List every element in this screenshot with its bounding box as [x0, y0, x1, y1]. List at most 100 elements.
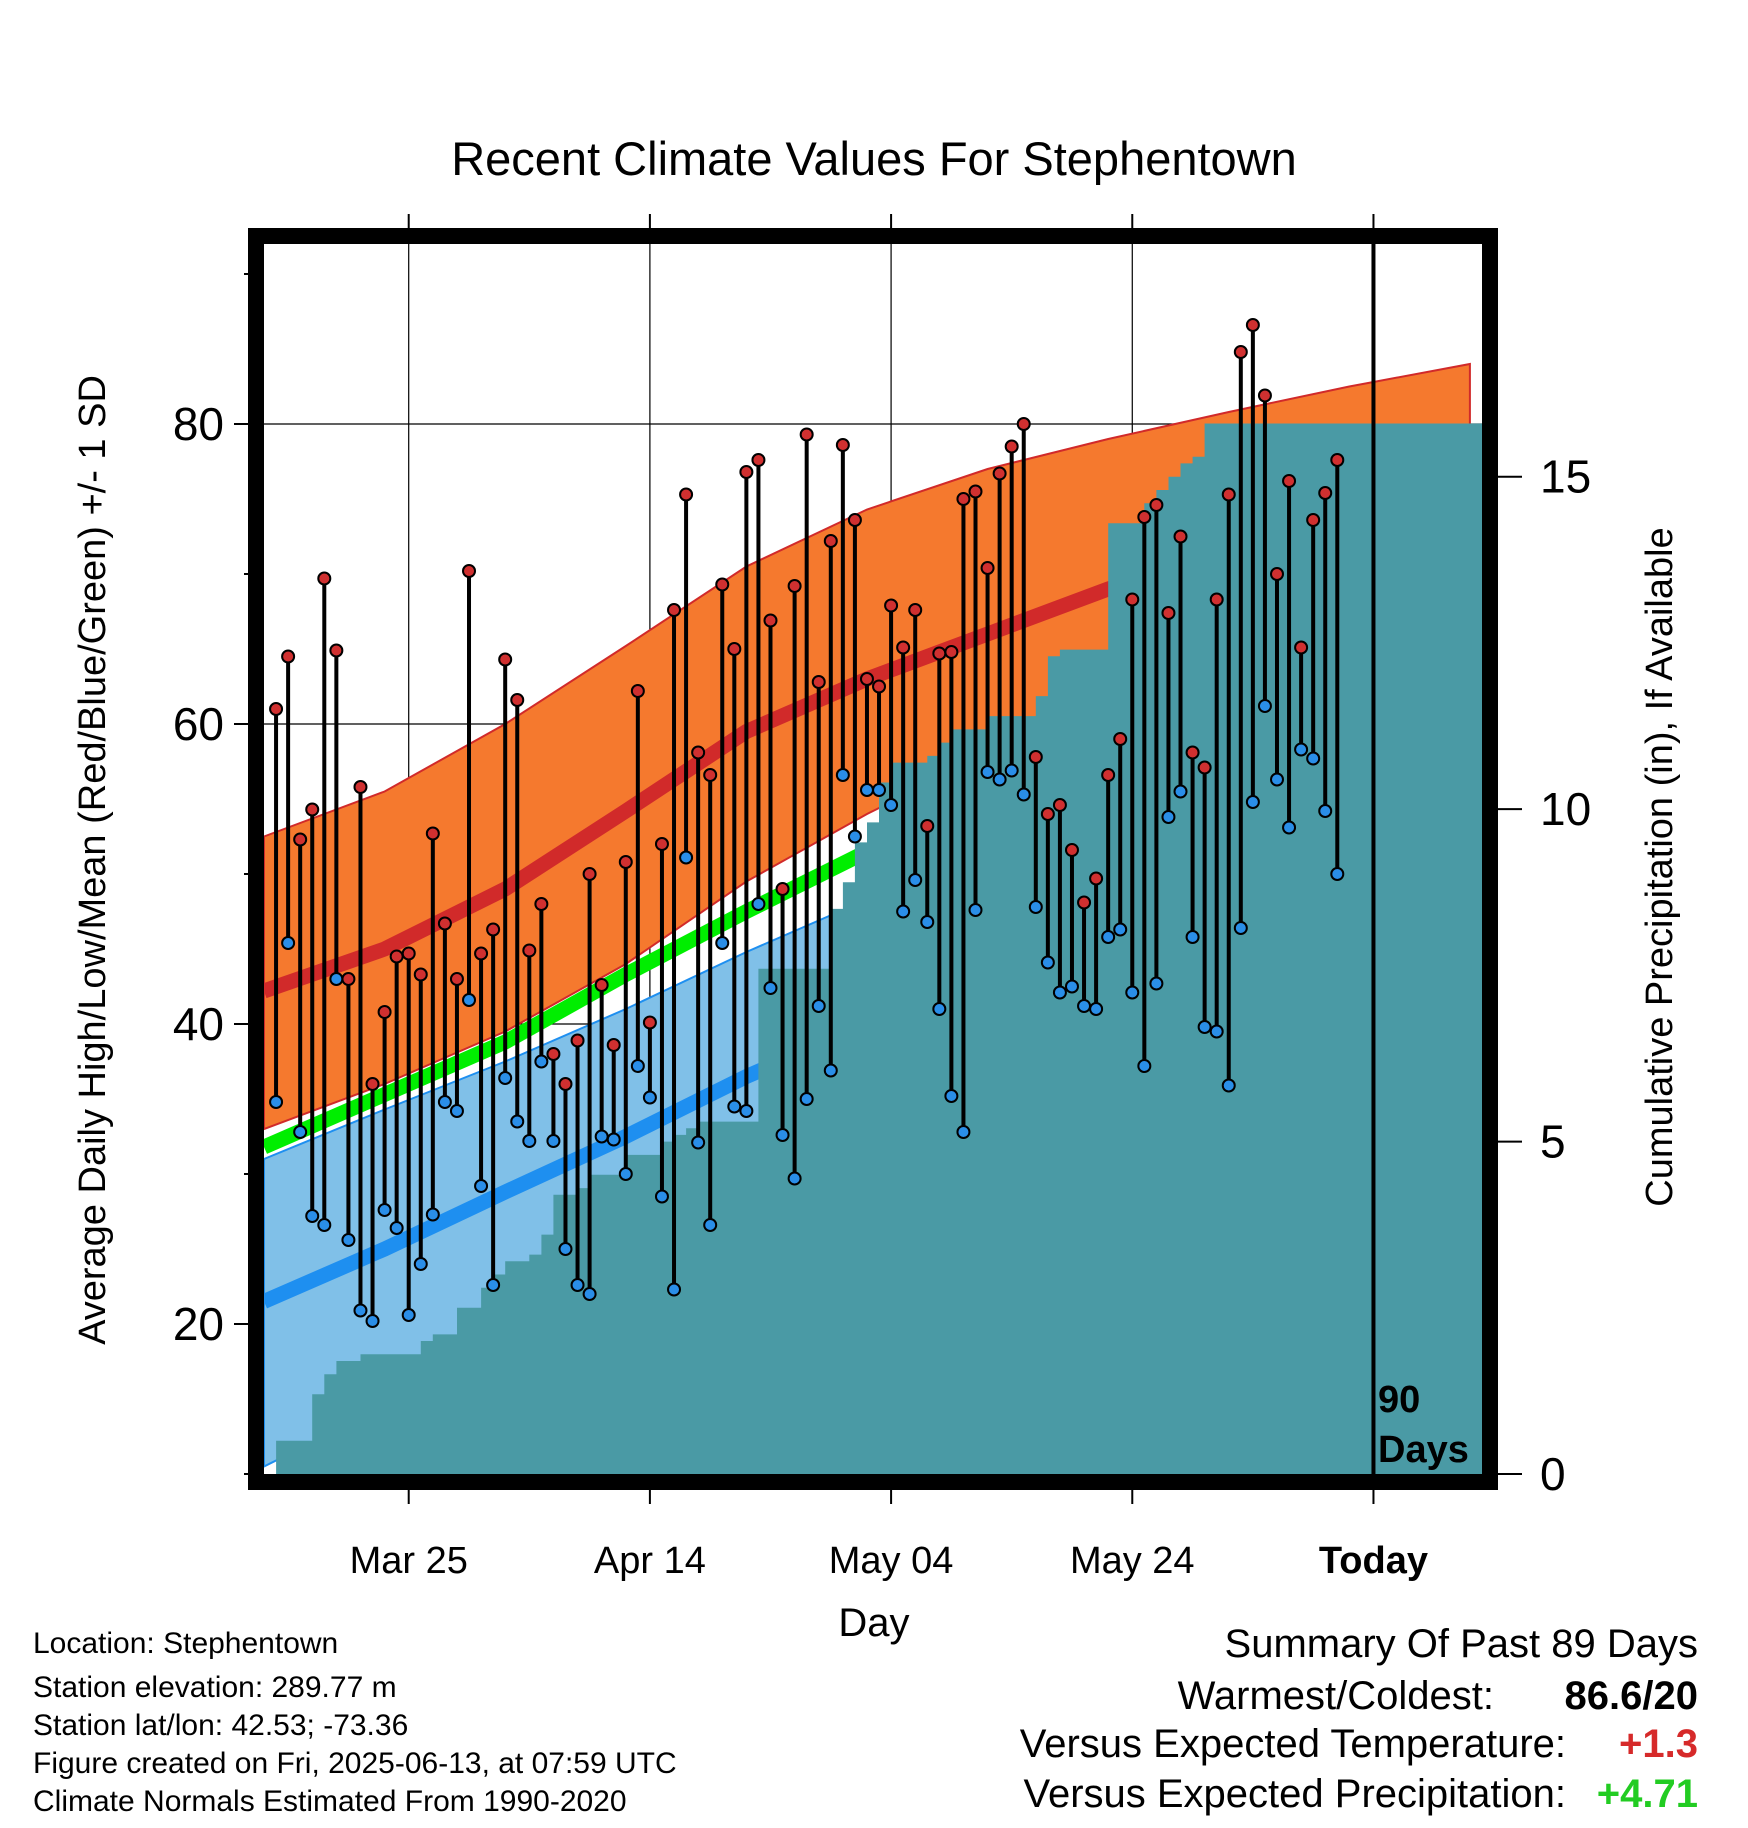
low-point [968, 903, 983, 917]
low-point [944, 1089, 959, 1103]
elevation-text: Station elevation: 289.77 m [33, 1671, 397, 1704]
high-point [1149, 498, 1164, 512]
high-point [377, 1005, 392, 1019]
low-point [522, 1134, 537, 1148]
low-point [932, 1002, 947, 1016]
low-point [1209, 1024, 1224, 1039]
low-point [739, 1104, 754, 1118]
high-point [558, 1077, 573, 1091]
low-point [1318, 804, 1333, 818]
high-point [1089, 871, 1104, 886]
high-point [401, 946, 416, 961]
x-axis-label: Day [838, 1601, 909, 1645]
low-point [582, 1287, 597, 1301]
low-point [1089, 1002, 1104, 1016]
y-tick-label: 40 [173, 998, 224, 1050]
precipitation-area [264, 423, 1482, 1474]
low-point [1282, 820, 1297, 835]
high-point [896, 640, 911, 655]
low-point [691, 1135, 706, 1150]
low-point [389, 1221, 404, 1235]
low-point [293, 1125, 308, 1139]
high-point [835, 438, 850, 452]
low-point [413, 1257, 428, 1271]
low-point [1137, 1059, 1152, 1073]
low-point [859, 783, 874, 797]
low-point [884, 798, 899, 812]
high-point [1233, 345, 1248, 359]
low-point [1257, 699, 1272, 713]
high-point [317, 571, 332, 586]
plot-border [248, 228, 1498, 1490]
low-point [449, 1104, 464, 1118]
chart-title: Recent Climate Values For Stephentown [451, 132, 1297, 185]
high-point [1197, 760, 1212, 775]
high-point [1113, 732, 1128, 746]
low-point [679, 850, 694, 865]
high-point [751, 453, 766, 467]
low-point [811, 999, 826, 1013]
high-point [1161, 606, 1176, 620]
low-point [1161, 810, 1176, 824]
low-point [835, 768, 850, 782]
y2-tick-label: 0 [1540, 1448, 1566, 1500]
low-point [1125, 985, 1140, 1000]
low-point [305, 1209, 320, 1223]
high-point [606, 1038, 621, 1052]
high-point [679, 487, 694, 502]
high-point [980, 561, 995, 575]
high-point [437, 916, 452, 931]
high-point [522, 943, 537, 958]
high-point [570, 1033, 585, 1048]
low-point [775, 1128, 790, 1142]
x-tick-label: Mar 25 [350, 1540, 468, 1582]
low-point [558, 1242, 573, 1256]
low-point [1294, 742, 1309, 757]
low-point [1245, 795, 1260, 809]
high-point [365, 1077, 380, 1091]
high-point [413, 967, 428, 982]
low-point [401, 1308, 416, 1322]
summary-title: Summary Of Past 89 Days [1224, 1622, 1698, 1666]
low-point [534, 1054, 549, 1069]
low-point [462, 993, 477, 1007]
low-point [787, 1171, 802, 1186]
high-point [715, 577, 730, 592]
high-point [341, 972, 356, 986]
high-point [1052, 798, 1067, 812]
high-point [305, 802, 320, 817]
low-point [1040, 955, 1055, 970]
high-point [932, 646, 947, 661]
high-point [847, 513, 862, 527]
x-tick-label: May 24 [1070, 1540, 1195, 1582]
low-point [329, 972, 344, 986]
high-point [1125, 592, 1140, 607]
y-axis-label: Average Daily High/Low/Mean (Red/Blue/Gr… [72, 375, 114, 1345]
high-point [1245, 318, 1260, 332]
high-point [944, 645, 959, 659]
high-point [968, 484, 983, 499]
y2-axis-label: Cumulative Precipitation (in), If Availa… [1639, 527, 1681, 1206]
low-point [1149, 976, 1164, 991]
low-point [317, 1218, 332, 1232]
high-point [872, 679, 887, 694]
today-days-label-2: Days [1378, 1429, 1469, 1471]
high-point [582, 867, 597, 881]
high-point [329, 643, 344, 658]
low-point [486, 1278, 501, 1292]
low-point [1330, 867, 1345, 881]
high-point [534, 897, 549, 911]
low-point [980, 765, 995, 779]
high-point [859, 672, 874, 686]
low-point [1233, 921, 1248, 935]
high-point [775, 882, 790, 896]
low-point [570, 1278, 585, 1292]
today-days-label: 90 [1378, 1379, 1420, 1421]
low-point [1173, 784, 1188, 799]
low-point [908, 873, 923, 887]
low-point [425, 1207, 440, 1222]
low-point [823, 1063, 838, 1078]
normals-text: Climate Normals Estimated From 1990-2020 [33, 1785, 627, 1818]
high-point [739, 465, 754, 479]
high-point [1028, 750, 1043, 764]
